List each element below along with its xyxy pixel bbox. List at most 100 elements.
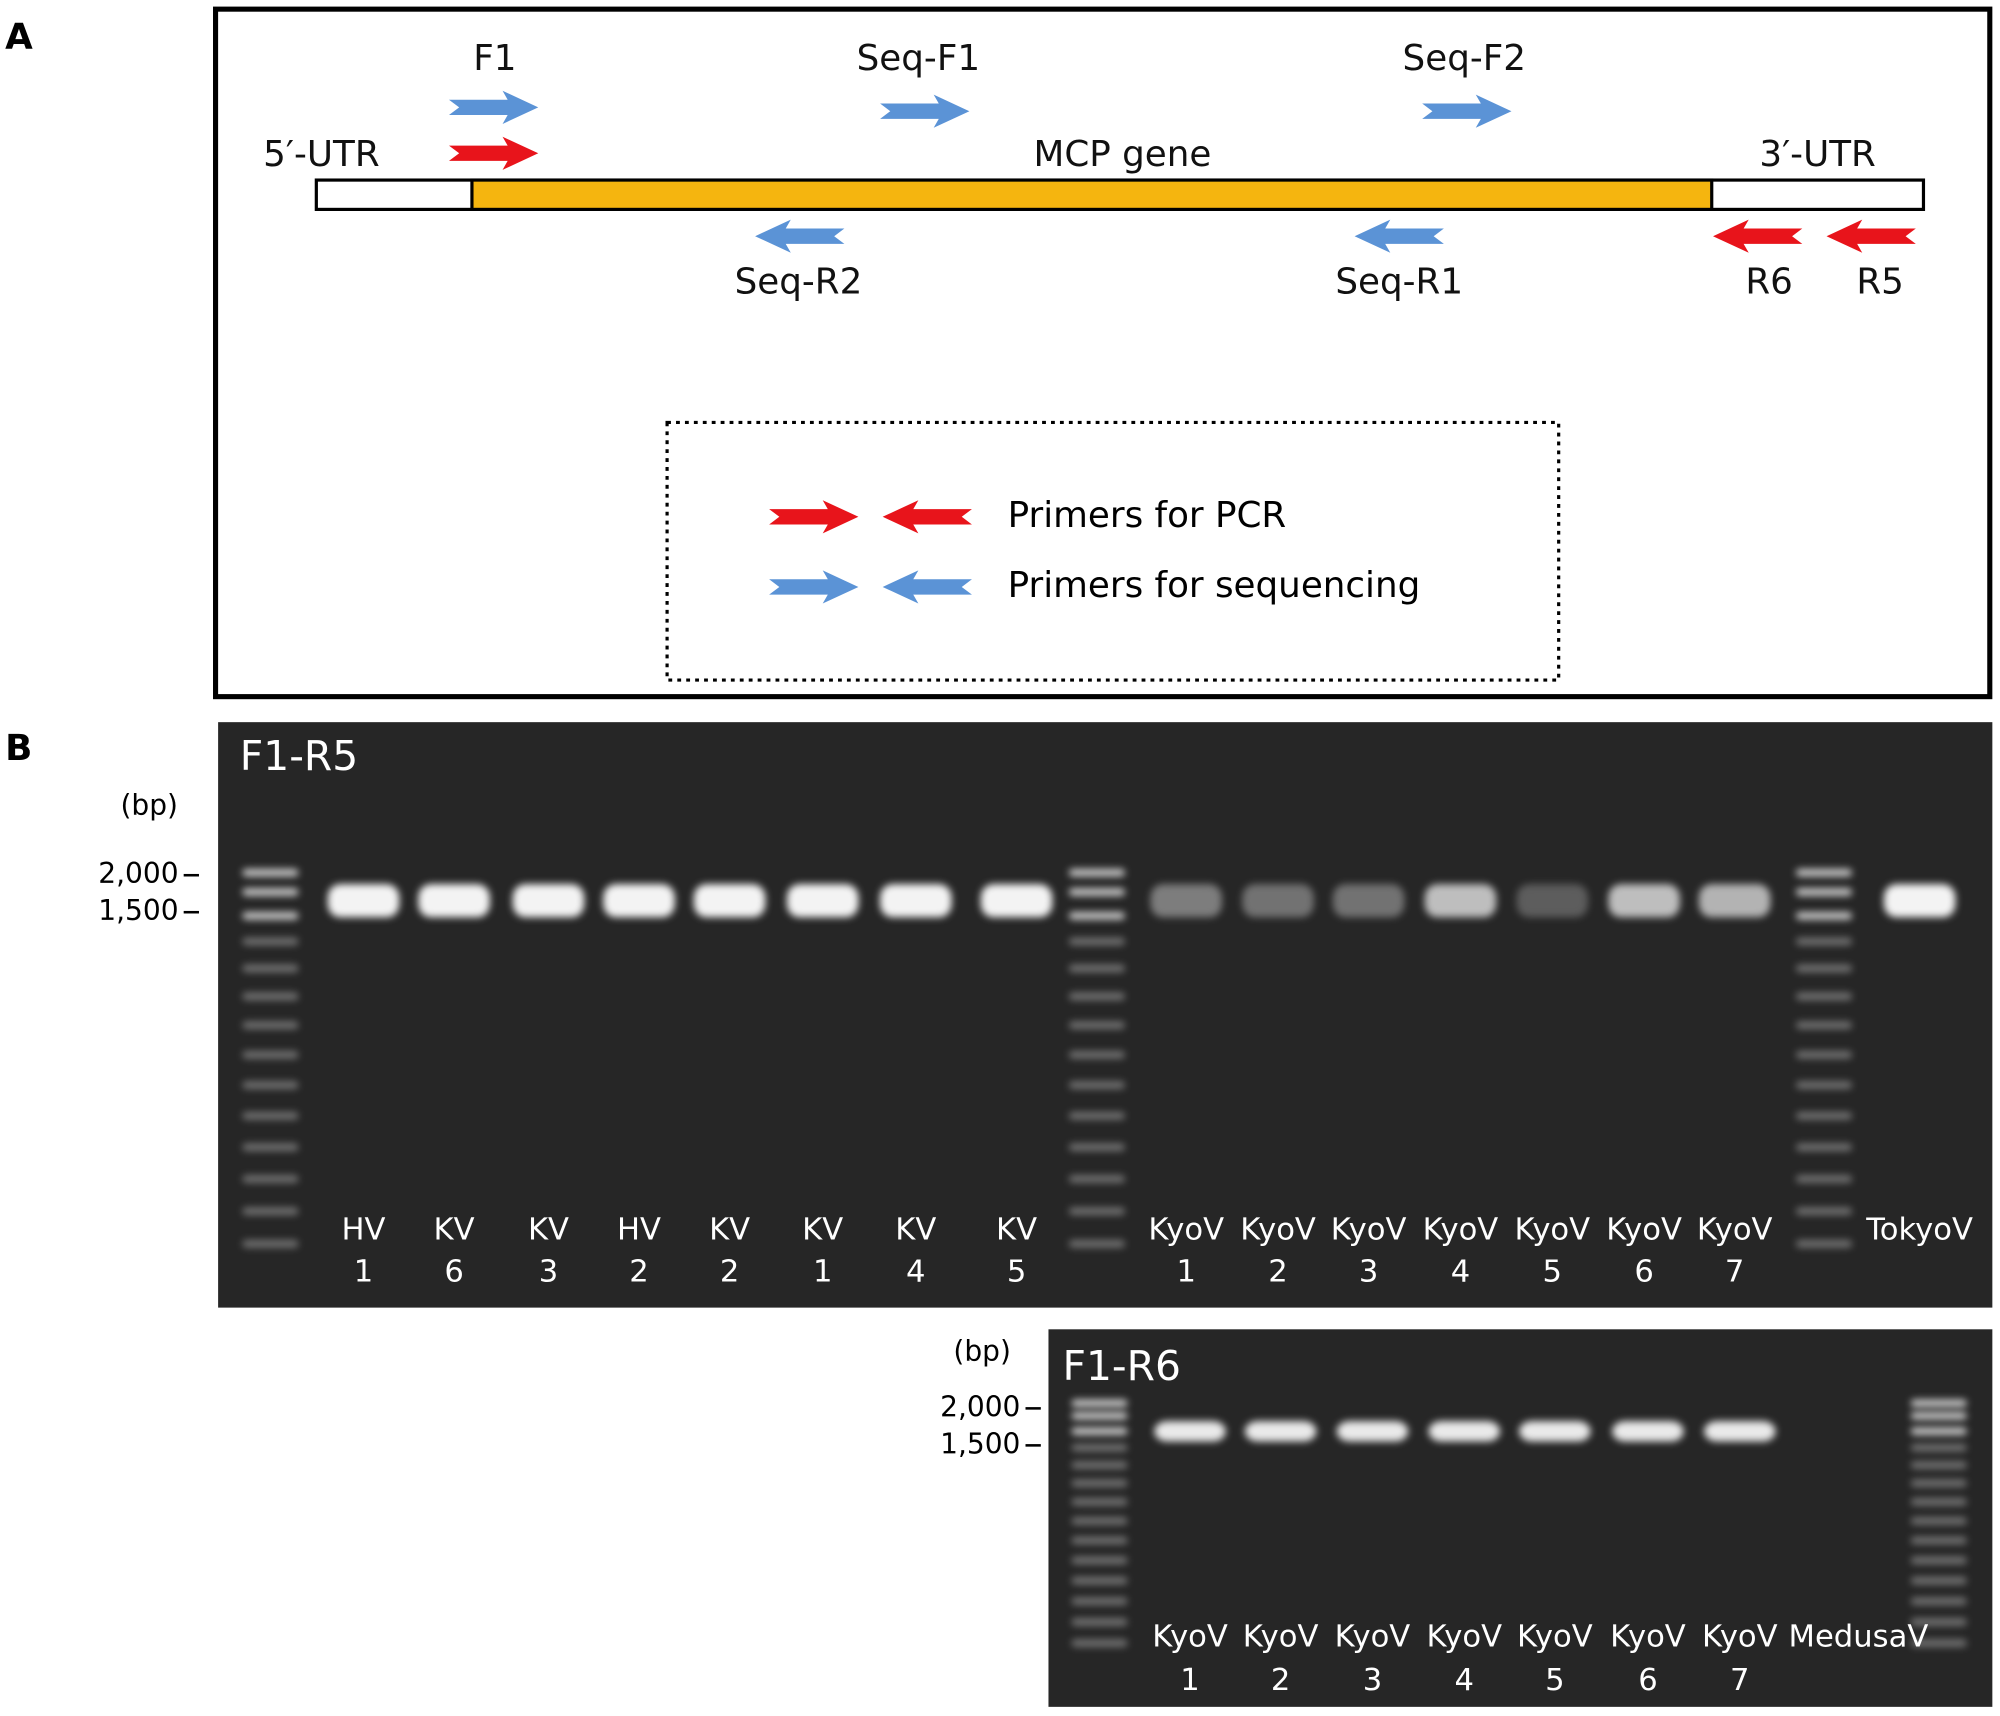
ladder-band bbox=[1071, 1461, 1128, 1469]
lane-label: KyoV bbox=[1697, 1213, 1773, 1248]
size-marker: 1,500 bbox=[940, 1427, 1020, 1460]
ladder-band bbox=[1795, 1175, 1853, 1183]
ladder-band bbox=[1910, 1556, 1967, 1565]
size-marker: 1,500 bbox=[98, 894, 178, 927]
primer-arrow bbox=[1826, 219, 1916, 253]
primer-label: R6 bbox=[1745, 261, 1793, 302]
primer-arrow bbox=[769, 500, 859, 534]
lane-label: KV bbox=[802, 1213, 843, 1248]
ladder-band bbox=[1068, 964, 1125, 973]
ladder-band bbox=[1910, 1443, 1967, 1452]
lane-label: KyoV bbox=[1335, 1619, 1411, 1654]
lane-number: 1 bbox=[1180, 1663, 1199, 1698]
ladder-band bbox=[242, 911, 299, 920]
lane-label: KyoV bbox=[1426, 1619, 1502, 1654]
utr5-label: 5′-UTR bbox=[263, 134, 379, 175]
panel-a-frame bbox=[213, 6, 1993, 700]
lane-number: 2 bbox=[1268, 1255, 1287, 1290]
lane-label: MedusaV bbox=[1789, 1619, 1929, 1654]
ladder-band bbox=[242, 1207, 299, 1216]
dna-band bbox=[1150, 884, 1222, 918]
ladder-band bbox=[1071, 1517, 1128, 1525]
dna-band bbox=[1244, 1421, 1317, 1442]
ladder-band bbox=[1071, 1399, 1128, 1408]
lane-number: 4 bbox=[1451, 1255, 1470, 1290]
ladder-band bbox=[242, 1050, 299, 1059]
ladder-band bbox=[1795, 911, 1853, 920]
ladder-band bbox=[1071, 1576, 1128, 1585]
primer-label: Seq-F2 bbox=[1403, 38, 1526, 79]
lane-number: 2 bbox=[629, 1255, 648, 1290]
lane-label: KyoV bbox=[1517, 1619, 1593, 1654]
dna-band bbox=[1242, 884, 1314, 918]
ladder-band bbox=[1068, 1112, 1125, 1120]
lane-number: 3 bbox=[1359, 1255, 1378, 1290]
ladder-band bbox=[1068, 1143, 1125, 1151]
lane-number: 2 bbox=[720, 1255, 739, 1290]
primer-arrow bbox=[769, 570, 859, 604]
ladder-band bbox=[1071, 1597, 1128, 1605]
dna-band bbox=[880, 884, 952, 918]
lane-label: KyoV bbox=[1240, 1213, 1316, 1248]
dna-band bbox=[603, 884, 675, 918]
ladder-band bbox=[1068, 1207, 1125, 1216]
ladder-band bbox=[242, 1240, 299, 1248]
primer-label: Seq-R2 bbox=[735, 261, 863, 302]
lane-label: HV bbox=[342, 1213, 386, 1248]
ladder-band bbox=[1071, 1412, 1128, 1420]
dna-band bbox=[1704, 1421, 1776, 1442]
ladder-band bbox=[1795, 1240, 1853, 1248]
dna-band bbox=[1608, 884, 1680, 918]
lane-number: 2 bbox=[1271, 1663, 1290, 1698]
primer-arrow bbox=[448, 136, 539, 170]
ladder-band bbox=[1910, 1517, 1967, 1525]
ladder-band bbox=[1910, 1498, 1967, 1506]
ladder-band bbox=[242, 1021, 299, 1030]
ladder-band bbox=[1910, 1399, 1967, 1408]
ladder-band bbox=[1068, 911, 1125, 920]
lane-label: KyoV bbox=[1243, 1619, 1319, 1654]
dna-band bbox=[1698, 884, 1771, 918]
ladder-band bbox=[1068, 1050, 1125, 1059]
lane-number: 4 bbox=[1455, 1663, 1474, 1698]
lane-label: KyoV bbox=[1423, 1213, 1499, 1248]
dna-band bbox=[512, 884, 585, 918]
dna-band bbox=[1516, 884, 1589, 918]
lane-number: 1 bbox=[354, 1255, 373, 1290]
primer-arrow bbox=[755, 219, 845, 253]
ladder-band bbox=[1910, 1576, 1967, 1585]
ladder-band bbox=[242, 964, 299, 973]
lane-label: KyoV bbox=[1610, 1619, 1686, 1654]
lane-label: KyoV bbox=[1331, 1213, 1407, 1248]
lane-number: 3 bbox=[1363, 1663, 1382, 1698]
ladder-band bbox=[1071, 1639, 1128, 1647]
dna-band bbox=[418, 884, 490, 918]
ladder-band bbox=[1071, 1443, 1128, 1452]
ladder-band bbox=[1795, 992, 1853, 1001]
ladder-band bbox=[242, 868, 299, 877]
lane-number: 3 bbox=[539, 1255, 558, 1290]
ladder-band bbox=[1068, 1021, 1125, 1030]
ladder-band bbox=[1795, 868, 1853, 877]
size-marker: 2,000 bbox=[940, 1390, 1020, 1423]
lane-number: 6 bbox=[1638, 1663, 1657, 1698]
panel-letter: A bbox=[5, 16, 33, 57]
size-unit: (bp) bbox=[120, 788, 177, 821]
mcp-region bbox=[470, 178, 1714, 211]
ladder-band bbox=[1910, 1427, 1967, 1435]
ladder-band bbox=[1071, 1498, 1128, 1506]
lane-label: KV bbox=[709, 1213, 750, 1248]
lane-number: 4 bbox=[906, 1255, 925, 1290]
lane-number: 7 bbox=[1725, 1255, 1744, 1290]
lane-number: 1 bbox=[813, 1255, 832, 1290]
size-unit: (bp) bbox=[953, 1334, 1011, 1367]
gel-image bbox=[1048, 1329, 1993, 1707]
ladder-band bbox=[1071, 1536, 1128, 1545]
dna-band bbox=[1154, 1421, 1226, 1442]
ladder-band bbox=[1068, 1081, 1125, 1089]
ladder-band bbox=[1071, 1479, 1128, 1488]
ladder-band bbox=[1071, 1556, 1128, 1565]
primer-label: Seq-F1 bbox=[857, 38, 980, 79]
primer-arrow bbox=[880, 94, 970, 128]
lane-label: KV bbox=[528, 1213, 569, 1248]
